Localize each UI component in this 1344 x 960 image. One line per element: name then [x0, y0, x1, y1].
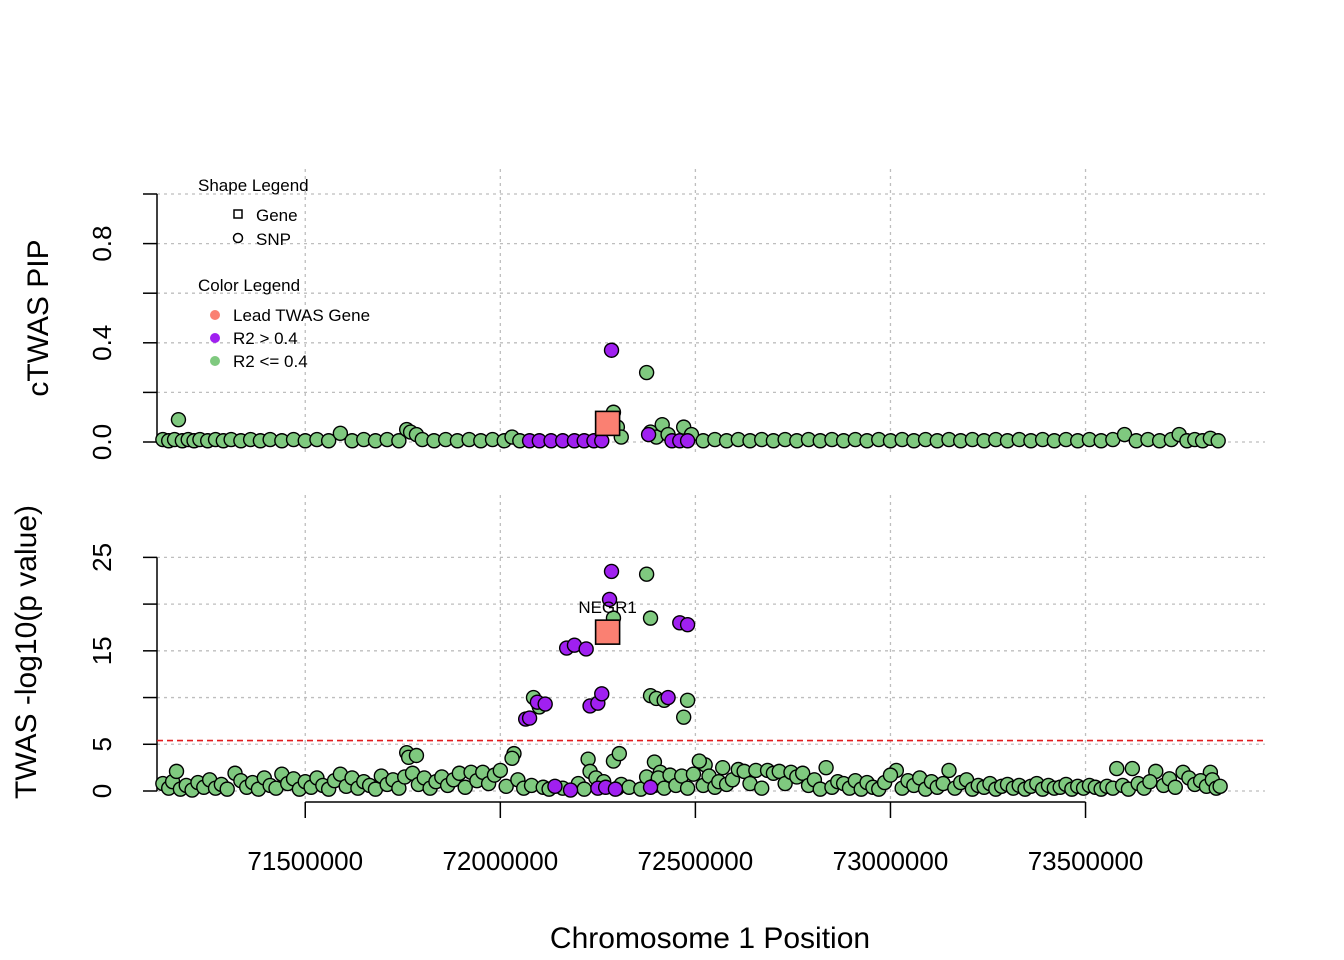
snp-point-r2-high [603, 563, 620, 580]
snp-point-r2-low [219, 781, 235, 797]
snp-point-r2-low [1167, 779, 1183, 795]
snp-point-r2-high [578, 641, 594, 657]
pip-panel: 0.0 0.4 0.8 cTWAS PIP Shape Legend Gene SN… [22, 169, 1265, 460]
pip-y-axis-title: cTWAS PIP [22, 239, 55, 396]
gene-point-lead [594, 410, 621, 437]
snp-point-r2-low [941, 762, 957, 779]
snp-point-r2-low [882, 767, 899, 783]
snp-point-r2-low [391, 433, 407, 449]
snp-point-r2-low [170, 411, 187, 428]
snp-point-r2-low [492, 762, 509, 779]
snp-point-r2-low [1124, 760, 1141, 777]
snp-point-r2-low [320, 433, 337, 449]
y-tick-label: 15 [87, 636, 117, 665]
twas-y-axis-title: TWAS -log10(p value) [10, 505, 43, 799]
color-legend-title: Color Legend [198, 276, 300, 295]
y-tick-label: 0.8 [87, 226, 117, 262]
snp-point-r2-low [754, 780, 770, 796]
snp-point-r2-low [498, 778, 514, 795]
snp-point-r2-low [679, 692, 696, 709]
x-tick-label: 73000000 [833, 846, 949, 876]
snp-point-r2-high [547, 778, 563, 795]
pip-y-axis: 0.0 0.4 0.8 [87, 193, 158, 460]
snp-point-r2-high [640, 426, 657, 443]
snp-point-r2-low [685, 766, 702, 782]
snp-point-r2-high [607, 781, 624, 797]
snp-point-r2-low [332, 425, 349, 442]
x-axis: 71500000 72000000 72500000 73000000 73500000 [247, 801, 1144, 876]
snp-point-r2-low [675, 709, 692, 725]
y-tick-label: 5 [87, 737, 117, 751]
snp-point-r2-low [818, 759, 834, 776]
twas-gridlines [157, 495, 1265, 803]
snp-point-r2-low [1116, 426, 1133, 443]
x-axis-title: Chromosome 1 Position [550, 922, 870, 955]
legend-lead-gene-swatch [210, 310, 220, 320]
y-tick-label: 0 [87, 784, 117, 798]
twas-y-axis: 0 5 15 25 [87, 543, 158, 798]
snp-point-r2-low [611, 745, 628, 762]
legend-square-icon [233, 209, 243, 219]
snp-point-r2-low [638, 364, 655, 381]
snp-point-r2-low [168, 763, 185, 780]
legend-lead-gene-label: Lead TWAS Gene [233, 306, 370, 325]
x-tick-label: 72500000 [638, 846, 754, 876]
gene-label-negr1: NEGR1 [578, 598, 637, 617]
snp-point-r2-low [457, 779, 473, 795]
x-tick-label: 72000000 [442, 846, 558, 876]
snp-point-r2-high [679, 616, 696, 633]
snp-point-r2-low [504, 750, 520, 766]
shape-legend-title: Shape Legend [198, 176, 309, 195]
snp-point-r2-low [794, 765, 811, 781]
legend-gene-label: Gene [256, 206, 298, 225]
snp-point-r2-high [521, 710, 538, 726]
snp-point-r2-high [660, 689, 676, 706]
x-tick-label: 73500000 [1028, 846, 1144, 876]
snp-point-r2-low [1142, 773, 1158, 790]
y-tick-label: 0.4 [87, 325, 117, 361]
snp-point-r2-high [562, 782, 579, 798]
snp-point-r2-low [1212, 778, 1228, 795]
x-tick-label: 71500000 [247, 846, 363, 876]
legend-snp-label: SNP [256, 230, 291, 249]
snp-point-r2-low [408, 747, 425, 764]
pip-points [155, 342, 1226, 449]
legend-circle-icon [232, 232, 244, 244]
snp-point-r2-low [576, 781, 592, 797]
snp-point-r2-high [537, 696, 553, 712]
y-tick-label: 0.0 [87, 424, 117, 460]
snp-point-r2-high [603, 342, 620, 358]
snp-point-r2-high [601, 591, 618, 608]
legend-r2-low-swatch [210, 356, 220, 366]
snp-point-r2-low [691, 753, 707, 769]
gene-point-lead [594, 619, 621, 645]
snp-point-r2-low [1210, 433, 1226, 449]
snp-point-r2-high [594, 686, 610, 702]
twas-points [155, 563, 1228, 798]
legend-r2-low-label: R2 <= 0.4 [233, 352, 308, 371]
legend-r2-high-label: R2 > 0.4 [233, 329, 298, 348]
snp-point-r2-high [642, 779, 659, 795]
snp-point-r2-low [638, 566, 655, 582]
snp-point-r2-low [642, 610, 659, 626]
snp-point-r2-low [1109, 760, 1125, 777]
snp-point-r2-high [679, 433, 696, 449]
y-tick-label: 25 [87, 543, 117, 572]
legend-r2-high-swatch [210, 333, 220, 343]
snp-point-r2-low [679, 780, 696, 796]
legend: Shape Legend Gene SNP Color Legend Lead … [198, 176, 370, 371]
snp-point-r2-low [715, 759, 731, 776]
twas-panel: 0 5 15 25 TWAS -log10(p value) NEGR1 [10, 495, 1265, 803]
